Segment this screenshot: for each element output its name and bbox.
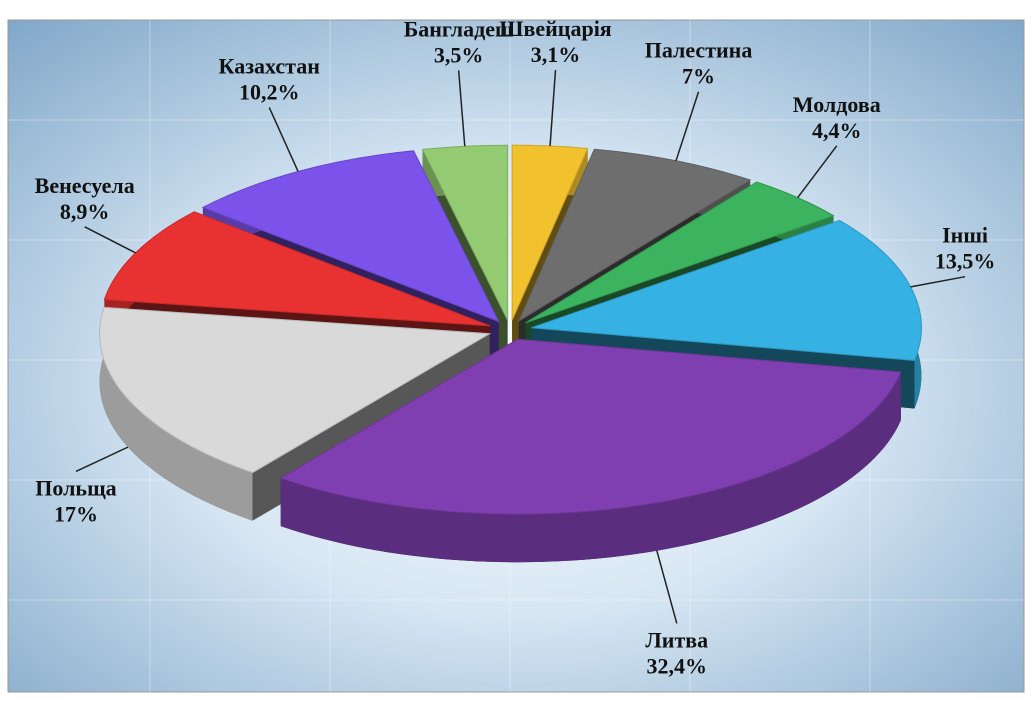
slice-name: Казахстан: [219, 53, 321, 78]
slice-top: [511, 144, 589, 321]
leader-line: [457, 70, 466, 147]
slice: [279, 338, 902, 563]
slice-value-label: 8,9%: [60, 199, 110, 224]
slice-value-label: 13,5%: [935, 249, 996, 274]
slice-top: [279, 338, 902, 515]
slices: [99, 144, 922, 563]
slice-name: Венесуела: [35, 173, 135, 198]
slice-value-label: 32,4%: [647, 653, 708, 678]
slice-top: [531, 219, 922, 362]
leader-line: [675, 91, 700, 162]
slice-name: Палестина: [645, 38, 753, 63]
slice-value-label: 4,4%: [812, 118, 862, 143]
slice-top: [99, 306, 492, 474]
leader-line: [797, 145, 838, 199]
leader-line: [910, 275, 966, 288]
slice-wall: [280, 372, 901, 563]
slice-name: Молдова: [793, 92, 881, 117]
slice-top: [525, 181, 835, 324]
slice-wall: [99, 307, 253, 521]
slice-name: Литва: [645, 627, 708, 652]
slice-value-label: 3,5%: [434, 42, 484, 67]
slice-value-label: 10,2%: [239, 79, 300, 104]
slice-value-label: 3,1%: [531, 42, 581, 67]
leader-line: [84, 226, 136, 254]
leader-line: [268, 107, 299, 172]
slice-value-label: 7%: [682, 64, 715, 89]
slice-name: Польща: [35, 475, 116, 500]
leader-line: [75, 446, 129, 473]
slice-name: Швейцарія: [499, 16, 612, 41]
slice-value-label: 17%: [54, 501, 98, 526]
slice-name: Інші: [942, 223, 988, 248]
slice-name: Бангладеш: [404, 16, 514, 41]
leader-line: [656, 550, 678, 624]
leader-line: [549, 69, 557, 147]
slice-top: [517, 148, 752, 323]
